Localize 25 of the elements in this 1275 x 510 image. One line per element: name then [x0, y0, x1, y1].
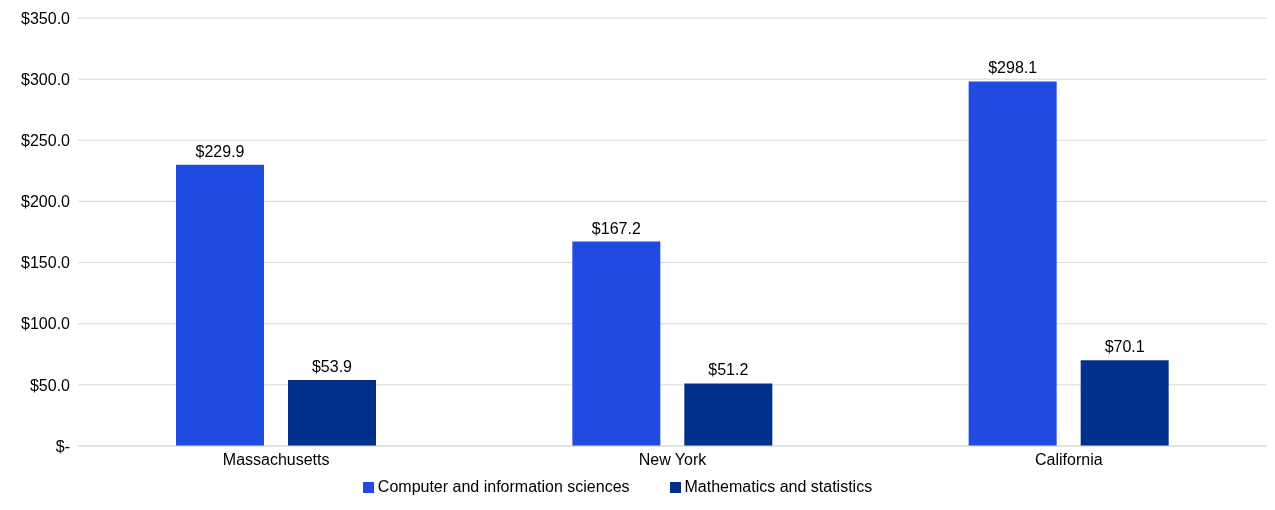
- y-tick-label: $50.0: [29, 376, 71, 394]
- legend-label: Computer and information sciences: [377, 478, 630, 495]
- data-label: $70.1: [1104, 338, 1145, 356]
- data-label: $51.2: [708, 361, 749, 379]
- y-tick-label: $100.0: [21, 315, 71, 333]
- y-tick-label: $200.0: [21, 193, 71, 211]
- y-tick-label: $300.0: [21, 70, 71, 88]
- bar: [288, 380, 376, 446]
- legend-label: Mathematics and statistics: [684, 478, 873, 495]
- bar: [684, 383, 773, 446]
- bar: [176, 164, 264, 446]
- y-tick-label: $350.0: [21, 9, 71, 27]
- bar: [572, 241, 661, 446]
- data-label: $229.9: [195, 142, 245, 160]
- y-tick-label: $150.0: [21, 254, 71, 272]
- data-label: $298.1: [988, 59, 1038, 77]
- bar: [968, 81, 1057, 446]
- x-tick-label: Massachusetts: [222, 451, 330, 469]
- data-label: $167.2: [591, 219, 641, 237]
- x-tick-label: New York: [638, 451, 708, 469]
- bar: [1080, 360, 1169, 446]
- y-tick-label: $-: [55, 437, 70, 455]
- y-tick-label: $250.0: [21, 131, 71, 149]
- data-label: $53.9: [311, 358, 353, 376]
- x-tick-label: California: [1035, 451, 1103, 469]
